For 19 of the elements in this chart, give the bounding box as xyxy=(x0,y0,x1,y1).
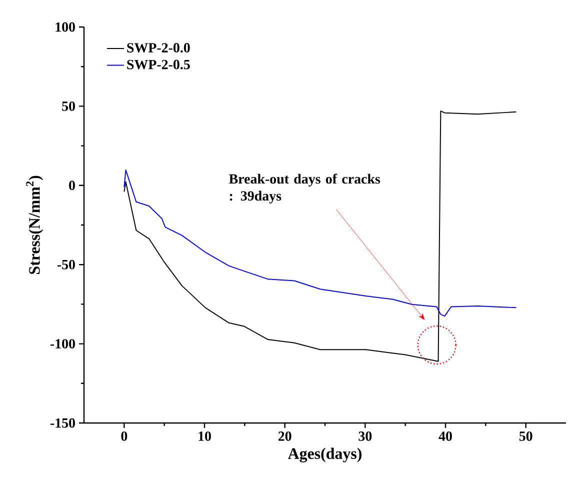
y-tick-label: 50 xyxy=(62,101,75,111)
y-tick-label: -150 xyxy=(50,418,75,428)
x-tick-label: 50 xyxy=(519,431,532,441)
line-series xyxy=(124,110,517,362)
y-tick-label: -100 xyxy=(50,339,75,349)
x-tick-label: 20 xyxy=(278,431,292,441)
line-series xyxy=(124,170,517,317)
annotation: Break-out days of cracks : 39days xyxy=(229,174,380,204)
x-tick-label: 10 xyxy=(198,431,211,441)
legend-label: SWP-2-0.5 xyxy=(127,60,190,70)
y-tick-label: -50 xyxy=(57,260,75,270)
y-axis-title: Stress(N/mm$^{2}$) xyxy=(26,176,44,274)
x-tick-label: 40 xyxy=(438,431,452,441)
legend-label: SWP-2-0.0 xyxy=(127,43,190,53)
x-tick-label: 30 xyxy=(358,431,372,441)
y-tick-label: 0 xyxy=(69,180,75,190)
x-axis-title: Ages(days) xyxy=(288,448,362,462)
x-tick-label: 0 xyxy=(121,431,128,441)
y-tick-label: 100 xyxy=(56,22,75,32)
